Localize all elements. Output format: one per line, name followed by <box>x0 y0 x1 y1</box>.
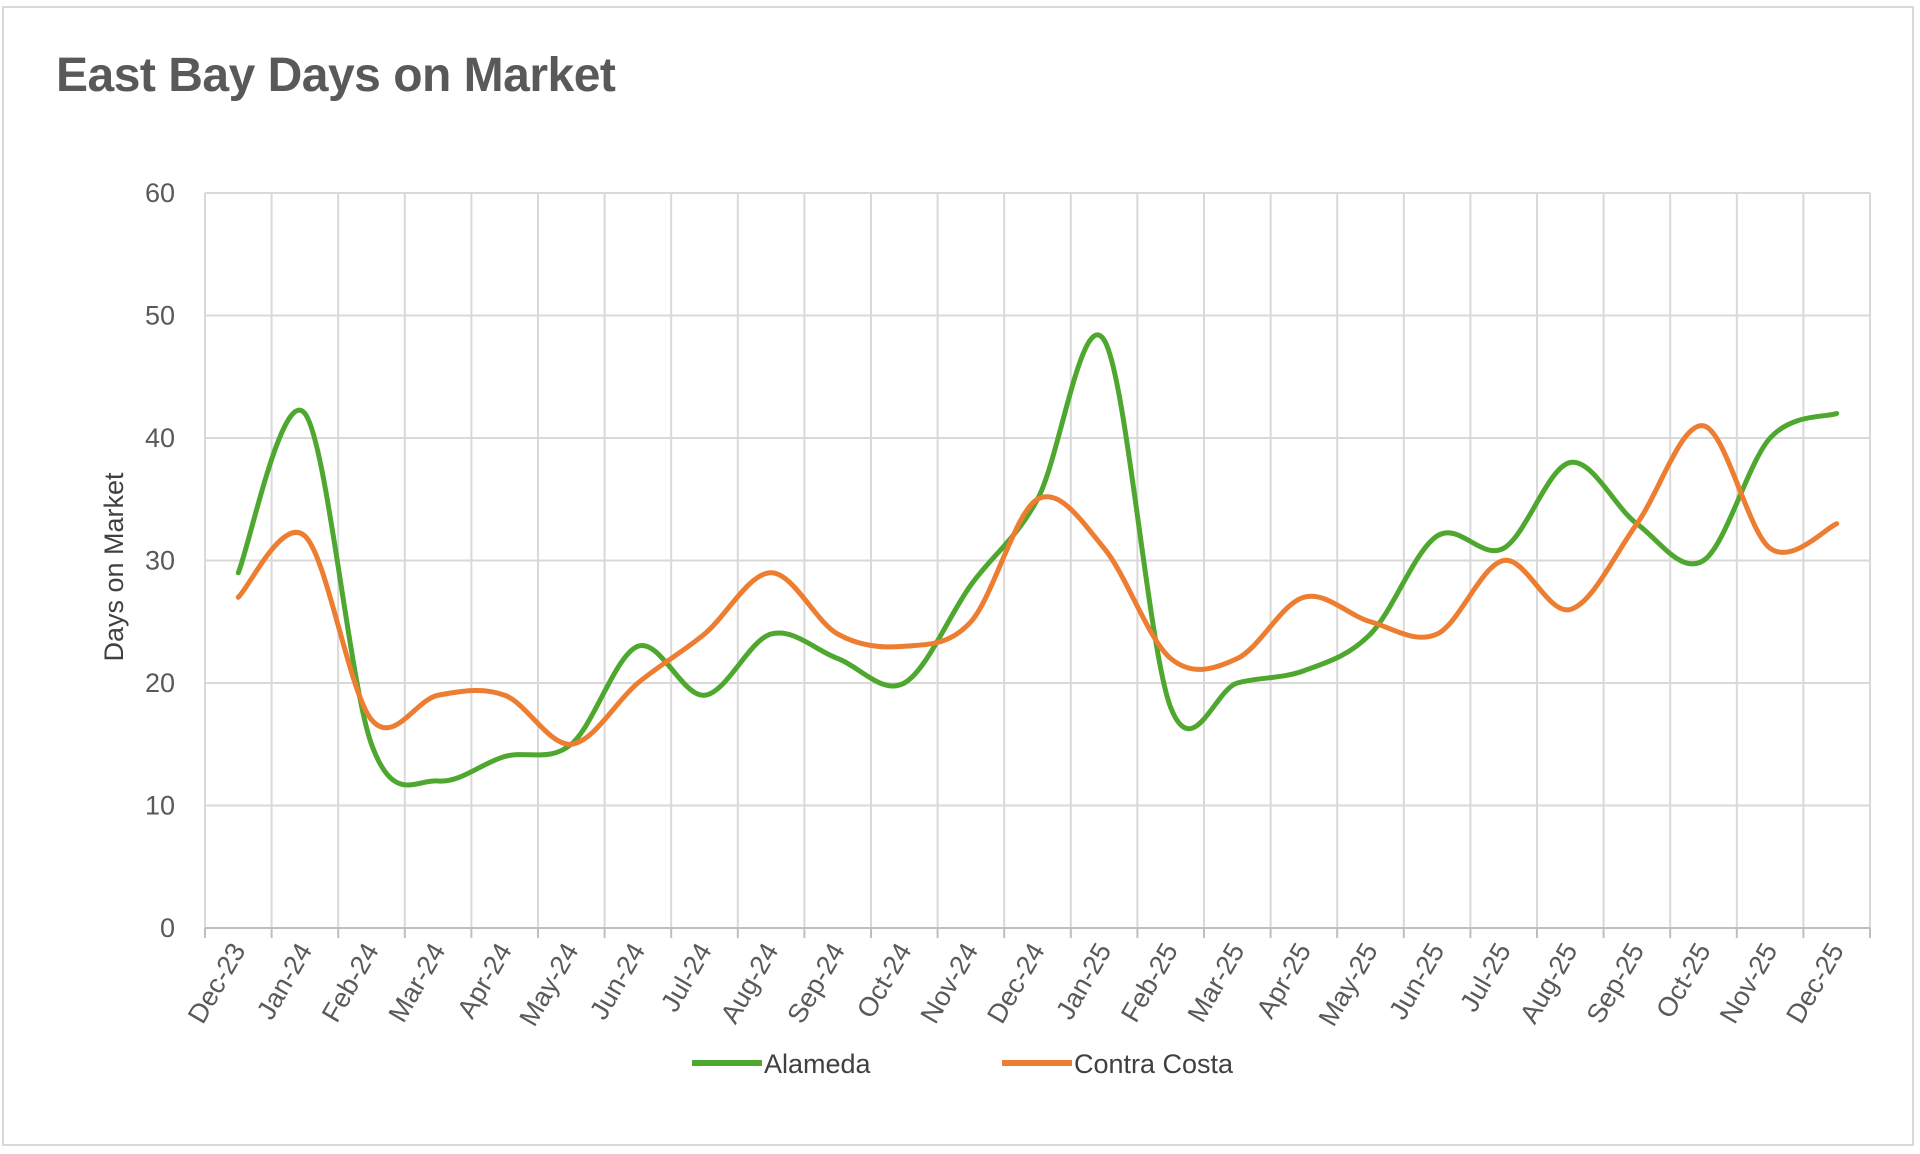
x-tick-label: Nov-25 <box>1714 938 1784 1028</box>
y-tick-label: 30 <box>145 546 175 576</box>
x-tick-label: Jul-24 <box>655 938 718 1017</box>
y-tick-label: 60 <box>145 178 175 208</box>
x-tick-label: Feb-24 <box>316 938 385 1027</box>
x-tick-label: Apr-24 <box>451 938 518 1023</box>
y-tick-label: 40 <box>145 423 175 453</box>
x-tick-label: Nov-24 <box>915 938 985 1028</box>
y-tick-label: 50 <box>145 301 175 331</box>
series-lines <box>235 332 1840 788</box>
x-tick-label: Jan-25 <box>1050 938 1117 1025</box>
chart-title: East Bay Days on Market <box>56 49 616 102</box>
x-tick-label: Aug-25 <box>1514 938 1584 1028</box>
y-tick-label: 0 <box>160 913 175 943</box>
x-tick-label: Sep-25 <box>1581 938 1651 1028</box>
x-tick-label: May-24 <box>513 938 584 1031</box>
series-line-contra-costa <box>235 423 1840 747</box>
legend-item-contra-costa: Contra Costa <box>1002 1049 1234 1079</box>
x-tick-label: Oct-24 <box>851 938 917 1023</box>
x-tick-label: Dec-25 <box>1780 938 1850 1028</box>
x-tick-label: Feb-25 <box>1115 938 1184 1027</box>
x-tick-label: Mar-24 <box>383 938 452 1027</box>
legend-label: Alameda <box>764 1049 872 1079</box>
x-tick-label: Jun-24 <box>584 938 651 1025</box>
x-tick-label: Sep-24 <box>781 938 851 1028</box>
x-tick-label: Dec-23 <box>182 938 252 1028</box>
y-tick-label: 20 <box>145 668 175 698</box>
x-tick-label: Dec-24 <box>981 938 1051 1028</box>
x-tick-label: May-25 <box>1313 938 1384 1031</box>
x-tick-label: Apr-25 <box>1251 938 1318 1023</box>
x-tick-label: Oct-25 <box>1650 938 1716 1023</box>
x-tick-label: Jul-25 <box>1454 938 1517 1017</box>
chart-frame: East Bay Days on Market <box>2 6 1914 1146</box>
legend-label: Contra Costa <box>1074 1049 1234 1079</box>
legend: Alameda Contra Costa <box>692 1049 1234 1079</box>
y-tick-label: 10 <box>145 791 175 821</box>
y-axis-title: Days on Market <box>99 472 129 662</box>
gridlines <box>204 192 1871 938</box>
legend-item-alameda: Alameda <box>692 1049 872 1079</box>
x-tick-label: Aug-24 <box>715 938 785 1028</box>
x-tick-label: Jan-24 <box>251 938 318 1025</box>
x-tick-label: Mar-25 <box>1182 938 1251 1027</box>
x-tick-label: Jun-25 <box>1383 938 1450 1025</box>
y-tick-labels: 0 10 20 30 40 50 60 <box>145 178 175 943</box>
